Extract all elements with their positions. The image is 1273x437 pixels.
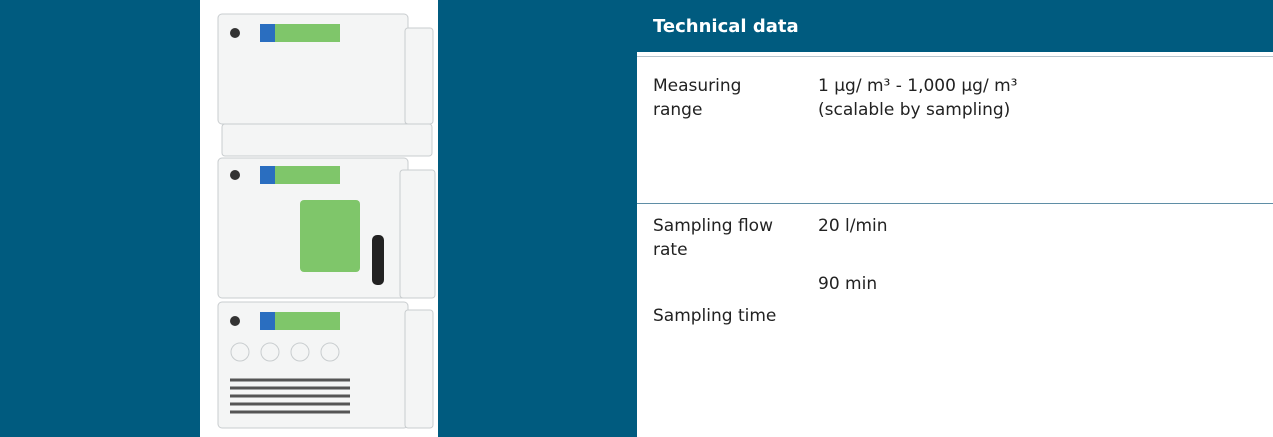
row-label: Sampling time xyxy=(653,304,793,328)
row-value: 90 min xyxy=(818,272,877,296)
page: Technical data Measuring range 1 µg/ m³ … xyxy=(0,0,1273,437)
row-label: Sampling flow rate xyxy=(653,214,793,262)
row-separator xyxy=(637,203,1273,204)
row-separator xyxy=(637,56,1273,57)
row-value: 1 µg/ m³ - 1,000 µg/ m³ (scalable by sam… xyxy=(818,74,1058,122)
header-title: Technical data xyxy=(653,16,799,37)
row-label: Measuring range xyxy=(653,74,793,122)
device-image xyxy=(200,0,438,437)
row-value: 20 l/min xyxy=(818,214,888,238)
